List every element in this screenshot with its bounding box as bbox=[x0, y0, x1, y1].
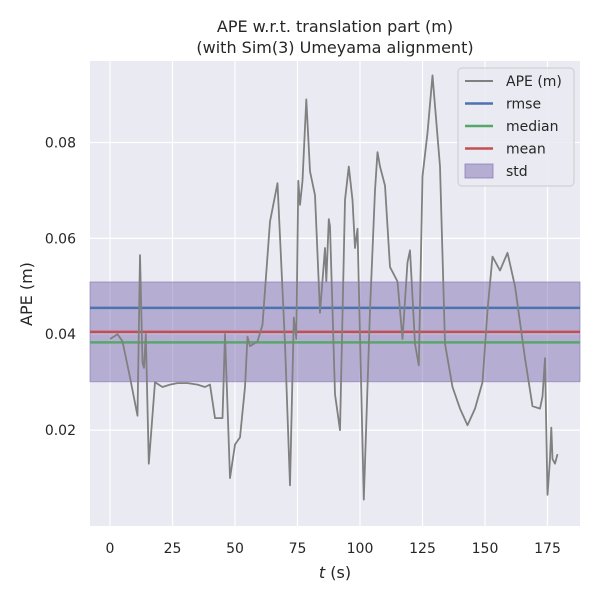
legend-label: median bbox=[506, 119, 558, 135]
stat-lines bbox=[90, 306, 580, 344]
x-tick-label: 150 bbox=[472, 541, 499, 557]
x-ticks: 0 25 50 75 100 125 150 175 bbox=[106, 541, 561, 557]
legend-label: rmse bbox=[506, 97, 541, 113]
chart-subtitle: (with Sim(3) Umeyama alignment) bbox=[196, 38, 473, 57]
legend-swatch-std bbox=[464, 163, 494, 179]
x-tick-label: 25 bbox=[164, 541, 182, 557]
legend-frame bbox=[457, 67, 575, 187]
series-layer bbox=[109, 74, 559, 501]
chart-title: APE w.r.t. translation part (m) bbox=[217, 17, 453, 36]
x-tick-label: 175 bbox=[534, 541, 561, 557]
legend-label: mean bbox=[506, 142, 546, 158]
legend-label: std bbox=[506, 164, 528, 180]
ape-series-line bbox=[109, 74, 559, 501]
x-axis-label-unit: (s) bbox=[325, 563, 351, 582]
y-tick-label: 0.08 bbox=[45, 135, 76, 151]
x-axis-label-variable: t bbox=[319, 563, 326, 582]
x-tick-label: 100 bbox=[347, 541, 374, 557]
y-tick-label: 0.04 bbox=[45, 327, 76, 343]
y-ticks: 0.02 0.04 0.06 0.08 bbox=[45, 135, 76, 439]
x-tick-label: 0 bbox=[106, 541, 115, 557]
legend: APE (m) rmse median mean std bbox=[457, 67, 575, 187]
x-tick-label: 125 bbox=[409, 541, 436, 557]
x-tick-label: 75 bbox=[289, 541, 307, 557]
y-tick-label: 0.06 bbox=[45, 231, 76, 247]
y-axis-label: APE (m) bbox=[17, 262, 36, 326]
x-axis-label: t (s) bbox=[319, 563, 351, 582]
legend-label: APE (m) bbox=[506, 74, 562, 90]
x-tick-label: 50 bbox=[226, 541, 244, 557]
y-tick-label: 0.02 bbox=[45, 423, 76, 439]
